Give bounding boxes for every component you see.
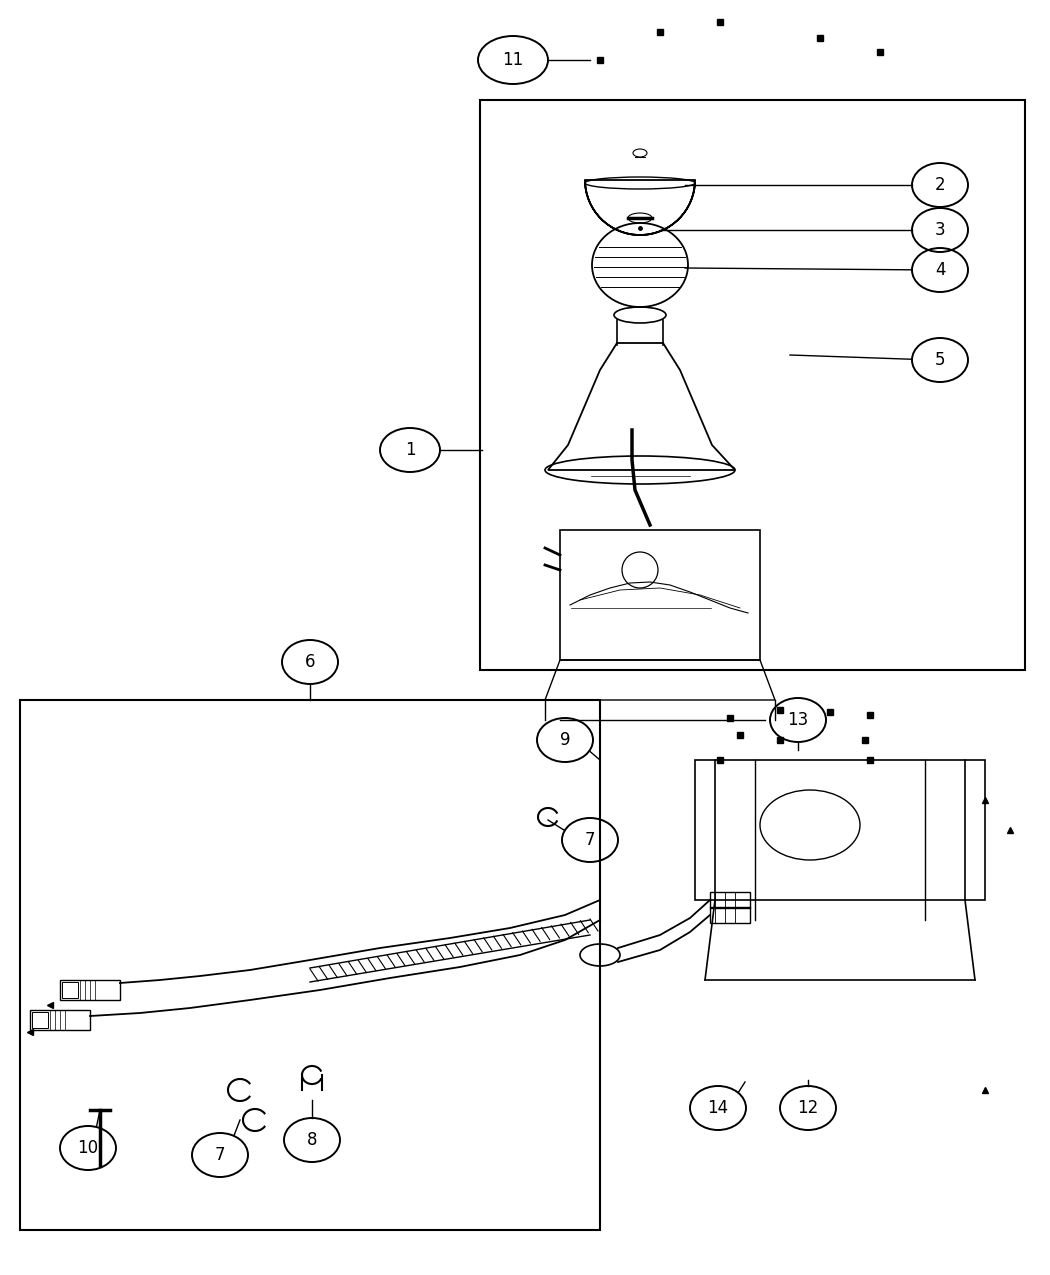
Text: 10: 10	[78, 1139, 99, 1156]
Text: 12: 12	[797, 1099, 819, 1117]
Bar	[710, 907, 750, 923]
Text: 7: 7	[585, 831, 595, 849]
Bar	[62, 982, 78, 998]
Text: 6: 6	[304, 653, 315, 671]
Text: 2: 2	[934, 176, 945, 194]
Text: 1: 1	[404, 441, 416, 459]
Bar	[480, 99, 1025, 669]
Bar	[32, 1012, 48, 1028]
Text: 13: 13	[788, 711, 808, 729]
Text: 4: 4	[934, 261, 945, 279]
Text: 14: 14	[708, 1099, 729, 1117]
Text: 3: 3	[934, 221, 945, 238]
Bar	[20, 700, 600, 1230]
Bar	[560, 530, 760, 660]
Bar	[60, 980, 120, 1000]
Text: 8: 8	[307, 1131, 317, 1149]
Text: 5: 5	[934, 351, 945, 368]
Text: 7: 7	[215, 1146, 226, 1164]
Text: 11: 11	[502, 51, 524, 69]
Bar	[710, 892, 750, 908]
Text: 9: 9	[560, 731, 570, 748]
Bar	[695, 760, 985, 900]
Bar	[30, 1010, 90, 1030]
